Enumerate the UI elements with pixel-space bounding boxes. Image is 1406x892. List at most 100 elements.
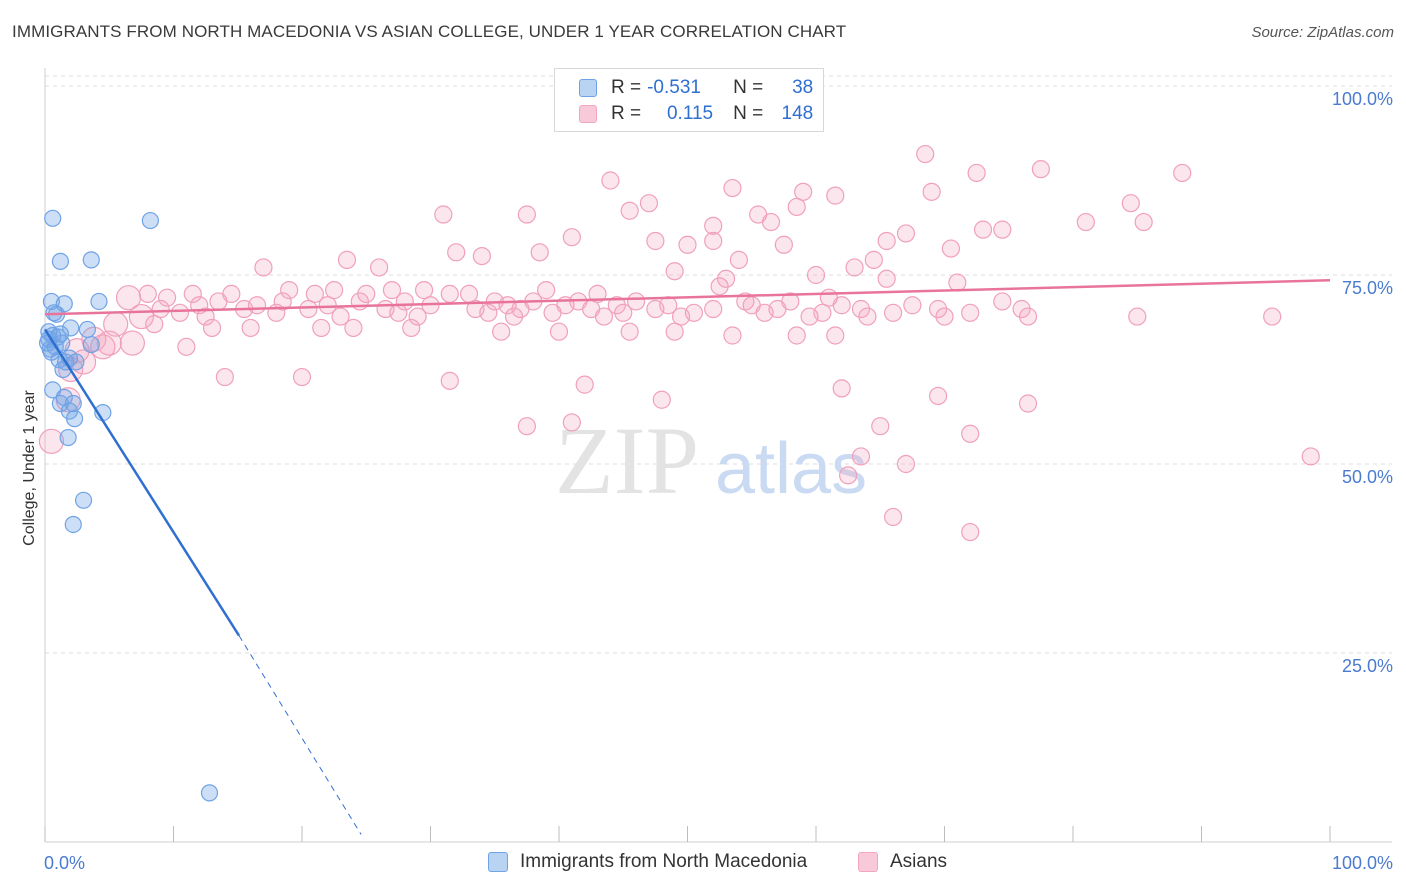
source-label: Source: ZipAtlas.com (1251, 24, 1394, 41)
data-point-asians (761, 212, 781, 232)
data-point-asians (1031, 160, 1050, 179)
legend-swatch-pink (579, 105, 597, 123)
data-point-asians (543, 303, 562, 322)
legend-swatch-blue (579, 79, 597, 97)
bottom-legend-swatch-pink (858, 852, 878, 872)
data-point-asians (832, 296, 851, 315)
data-point-asians (151, 299, 170, 319)
data-point-asians (517, 417, 536, 436)
data-point-asians (620, 201, 639, 220)
data-point-asians (961, 522, 980, 542)
data-point-asians (1018, 307, 1038, 326)
data-point-asians (806, 265, 826, 285)
data-point-asians (209, 292, 228, 311)
data-point-asians (588, 284, 607, 303)
data-point-asians (665, 262, 684, 281)
data-point-asians (916, 144, 935, 164)
data-point-asians (883, 303, 903, 322)
data-point-asians (826, 326, 845, 345)
x-tick-labels: 0.0% 100.0% (44, 853, 1393, 873)
legend-r-label-blue: R = (611, 77, 642, 98)
data-point-asians (716, 269, 736, 288)
bottom-legend-swatch-blue (488, 852, 508, 872)
data-point-asians (530, 243, 549, 262)
data-point-asians (787, 197, 806, 217)
data-point-asians (1018, 394, 1038, 413)
data-point-asians (280, 281, 299, 300)
data-point-asians (254, 258, 273, 277)
legend-n-value-pink: 148 (781, 103, 814, 124)
trend-line-north-macedonia (43, 328, 241, 637)
legend-row-pink: R = 0.115 N = 148 (579, 102, 813, 126)
data-point-asians (704, 299, 723, 319)
data-point-north-macedonia (78, 320, 97, 339)
data-point-north-macedonia (65, 410, 84, 428)
data-point-asians (665, 322, 684, 341)
data-point-asians (961, 424, 980, 443)
data-point-asians (370, 258, 389, 277)
data-point-asians (292, 367, 312, 387)
data-point-asians (851, 299, 871, 319)
data-point-asians (575, 375, 594, 394)
data-point-asians (896, 454, 916, 474)
data-point-asians (851, 447, 871, 466)
trend-line-north-macedonia-extension (238, 635, 362, 835)
data-point-asians (562, 413, 581, 432)
data-point-asians (710, 277, 729, 296)
data-point-asians (883, 507, 903, 527)
data-point-asians (594, 307, 614, 326)
data-point-asians (948, 273, 967, 292)
data-point-asians (196, 307, 215, 326)
legend-r-value-pink: 0.115 (666, 103, 714, 124)
data-point-asians (38, 428, 65, 454)
data-point-asians (877, 231, 896, 251)
x-tick-label: 100.0% (1332, 853, 1393, 873)
chart-title: IMMIGRANTS FROM NORTH MACEDONIA VS ASIAN… (12, 22, 847, 41)
data-point-north-macedonia (200, 784, 219, 802)
data-point-asians (414, 281, 434, 300)
data-point-asians (440, 371, 459, 390)
y-tick-label: 75.0% (1342, 278, 1393, 298)
data-point-asians (1134, 212, 1153, 232)
data-point-asians (858, 307, 877, 326)
data-point-asians (408, 307, 427, 326)
data-point-asians (1301, 447, 1320, 466)
data-point-asians (626, 292, 646, 311)
data-point-asians (1012, 299, 1031, 319)
data-point-asians (993, 292, 1012, 311)
bottom-legend-blue: Immigrants from North Macedonia (488, 851, 807, 873)
data-point-asians (639, 194, 659, 213)
data-point-asians (402, 318, 421, 338)
data-point-asians (537, 281, 556, 300)
data-point-asians (440, 284, 459, 303)
data-point-asians (318, 296, 337, 315)
data-point-asians (1121, 194, 1140, 213)
data-point-asians (170, 303, 190, 322)
data-point-asians (774, 235, 793, 254)
legend-r-value-blue: -0.531 (647, 77, 701, 98)
data-point-north-macedonia (59, 428, 77, 447)
data-point-asians (864, 250, 883, 269)
data-point-asians (273, 292, 292, 311)
data-point-north-macedonia (67, 353, 85, 371)
data-point-asians (389, 303, 408, 322)
data-point-asians (794, 182, 813, 201)
data-point-asians (826, 186, 845, 205)
data-point-asians (202, 318, 222, 338)
data-point-asians (704, 216, 723, 235)
data-point-asians (678, 235, 697, 254)
data-point-north-macedonia (64, 515, 82, 534)
data-point-asians (614, 303, 633, 322)
data-point-asians (299, 299, 318, 319)
data-point-asians (646, 231, 665, 251)
data-point-asians (157, 288, 177, 307)
y-tick-label: 50.0% (1342, 467, 1393, 487)
data-point-asians (517, 205, 536, 224)
data-point-asians (447, 243, 466, 262)
data-point-asians (845, 258, 864, 277)
data-point-asians (877, 269, 896, 288)
data-point-asians (922, 182, 941, 201)
data-point-asians (839, 466, 858, 485)
data-point-asians (607, 296, 626, 315)
